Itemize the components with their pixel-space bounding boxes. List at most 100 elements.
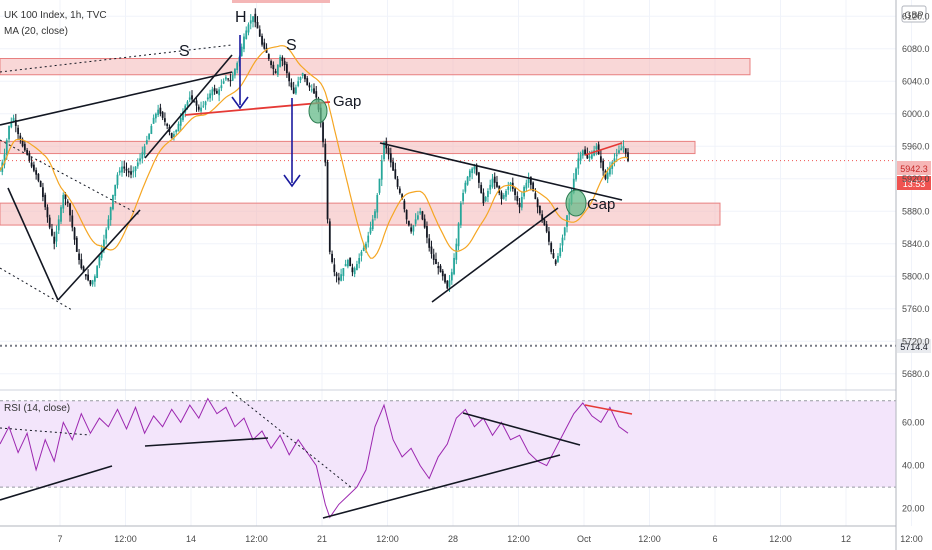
candle-body xyxy=(213,88,216,92)
candle-body xyxy=(478,172,480,183)
candle-body xyxy=(518,203,521,208)
candle-body xyxy=(326,162,329,220)
candle-body xyxy=(55,231,58,242)
rsi-dotted-1 xyxy=(0,427,91,436)
candle-body xyxy=(514,188,516,195)
candle-body xyxy=(534,193,537,200)
candle-body xyxy=(624,148,627,154)
divergence-price xyxy=(584,142,623,156)
candle-body xyxy=(597,144,600,155)
last-price-badge[interactable] xyxy=(897,161,931,175)
time-tick-label: 28 xyxy=(448,534,458,544)
candle-body xyxy=(44,194,47,208)
candle-body xyxy=(392,161,394,171)
candle-body xyxy=(333,264,336,273)
candle-body xyxy=(57,219,60,231)
last-price-value: 5942.3 xyxy=(900,164,928,174)
candle-body xyxy=(356,264,358,271)
level-price-badge[interactable] xyxy=(897,339,931,353)
candle-body xyxy=(127,171,130,173)
arrow-head-2 xyxy=(283,174,301,188)
candle-body xyxy=(536,199,539,208)
candle-body xyxy=(487,190,489,197)
candle-body xyxy=(211,89,214,96)
candle-body xyxy=(448,280,451,287)
candle-body xyxy=(30,162,33,167)
candle-body xyxy=(161,112,164,118)
rsi-legend[interactable]: RSI (14, close) xyxy=(4,403,70,414)
candle-body xyxy=(577,158,580,169)
candle-body xyxy=(93,276,96,282)
candle-body xyxy=(66,201,69,204)
candle-body xyxy=(182,111,184,121)
candle-body xyxy=(8,125,10,140)
candle-body xyxy=(197,106,200,110)
candle-body xyxy=(243,36,245,50)
neckline-upper xyxy=(0,71,233,126)
candle-body xyxy=(543,219,546,226)
candle-body xyxy=(369,227,372,234)
candle-body xyxy=(572,178,575,193)
symbol-title[interactable]: UK 100 Index, 1h, TVC xyxy=(4,10,107,21)
candle-body xyxy=(586,153,589,159)
candle-body xyxy=(301,73,304,76)
time-tick-label: 21 xyxy=(317,534,327,544)
candle-body xyxy=(358,257,361,264)
candle-body xyxy=(159,107,162,114)
candle-body xyxy=(82,266,85,273)
candle-body xyxy=(304,74,306,80)
candle-body xyxy=(227,78,230,80)
candle-body xyxy=(496,181,498,187)
countdown-badge xyxy=(897,176,931,190)
candle-body xyxy=(87,274,90,281)
price-tick-label: 6120.0 xyxy=(902,11,930,21)
candle-body xyxy=(21,139,24,147)
time-tick-label: 12:00 xyxy=(769,534,792,544)
candle-body xyxy=(130,171,132,175)
candle-body xyxy=(297,81,300,86)
candle-body xyxy=(186,101,189,106)
candle-body xyxy=(441,270,444,277)
candle-body xyxy=(254,13,257,23)
candle-body xyxy=(618,150,620,153)
candle-body xyxy=(450,272,453,281)
candle-body xyxy=(346,260,349,267)
candle-body xyxy=(446,280,449,289)
time-axis-ticks[interactable]: 7 12:00 14 12:00 21 12:00 28 12:00 Oct 12:00 6 12:0… xyxy=(57,534,932,544)
candle-body xyxy=(489,184,492,190)
candle-body xyxy=(263,42,266,49)
candle-body xyxy=(389,153,392,163)
ma-legend[interactable]: MA (20, close) xyxy=(4,26,68,37)
candle-body xyxy=(426,226,428,238)
candle-body xyxy=(252,16,254,22)
candle-body xyxy=(62,195,65,209)
candle-body xyxy=(32,164,35,171)
red-neckline xyxy=(184,101,331,116)
time-tick-label: 6 xyxy=(712,534,717,544)
resistance-support-zones xyxy=(0,58,896,347)
candle-body xyxy=(548,231,550,242)
candle-body xyxy=(218,89,221,96)
candle-body xyxy=(308,85,311,88)
candle-body xyxy=(480,184,483,193)
candle-body xyxy=(344,264,347,267)
candle-body xyxy=(193,101,196,103)
candle-body xyxy=(285,64,288,74)
candle-body xyxy=(353,268,356,275)
candle-body xyxy=(258,29,261,37)
price-axis-ticks[interactable]: 6120.0 6080.0 6040.0 6000.0 5960.0 5920.0 5880… xyxy=(902,11,930,379)
candle-body xyxy=(125,168,128,171)
time-tick-label: 12 xyxy=(841,534,851,544)
dotted-trend-bottom xyxy=(0,267,73,311)
candle-body xyxy=(527,178,530,183)
candle-body xyxy=(206,97,209,100)
currency-tag[interactable] xyxy=(901,5,927,23)
candle-body xyxy=(179,117,182,126)
candle-body xyxy=(152,117,155,124)
candle-body xyxy=(209,93,211,99)
candle-body xyxy=(229,79,232,82)
candle-body xyxy=(3,154,6,165)
trend-drawings xyxy=(0,35,633,519)
candle-body xyxy=(283,61,286,65)
